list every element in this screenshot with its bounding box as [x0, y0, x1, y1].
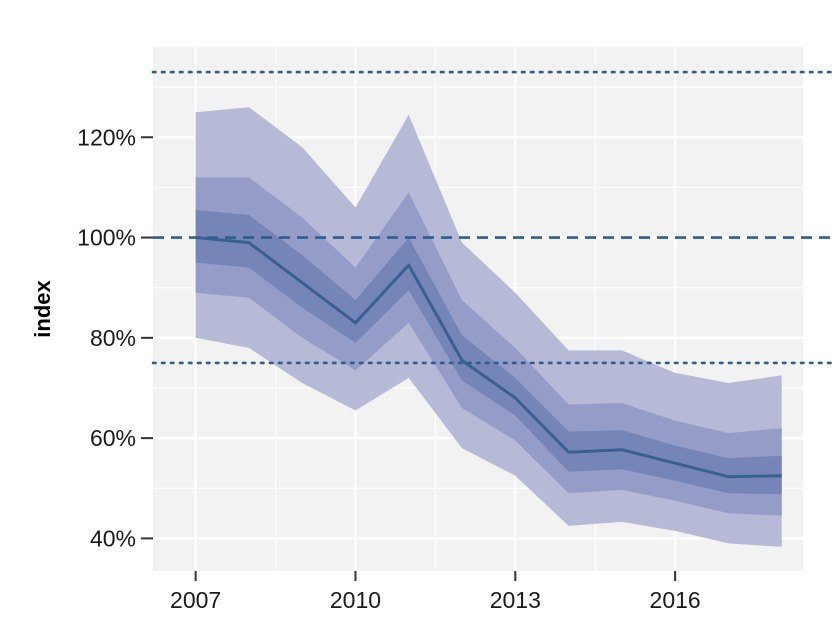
uncertainty-bands [195, 107, 782, 547]
y-tick-label: 40% [90, 525, 136, 551]
x-tick-label: 2013 [490, 587, 541, 613]
uncertainty-band-3 [195, 210, 782, 495]
reference-lines [151, 70, 835, 365]
x-tick-label: 2007 [170, 587, 221, 613]
y-axis: 40% 60% 80% 100% 120% [77, 124, 153, 551]
y-tick-label: 60% [90, 425, 136, 451]
series-line-1 [195, 236, 782, 479]
uncertainty-band-2 [195, 177, 782, 516]
x-axis: 2007 2010 2013 2016 [170, 571, 701, 613]
x-tick-label: 2010 [330, 587, 381, 613]
y-tick-label: 80% [90, 325, 136, 351]
x-tick-label: 2016 [650, 587, 701, 613]
y-tick-label: 120% [77, 124, 136, 150]
series-lines [195, 236, 782, 479]
y-axis-title: index [30, 280, 55, 338]
y-tick-label: 100% [77, 225, 136, 251]
